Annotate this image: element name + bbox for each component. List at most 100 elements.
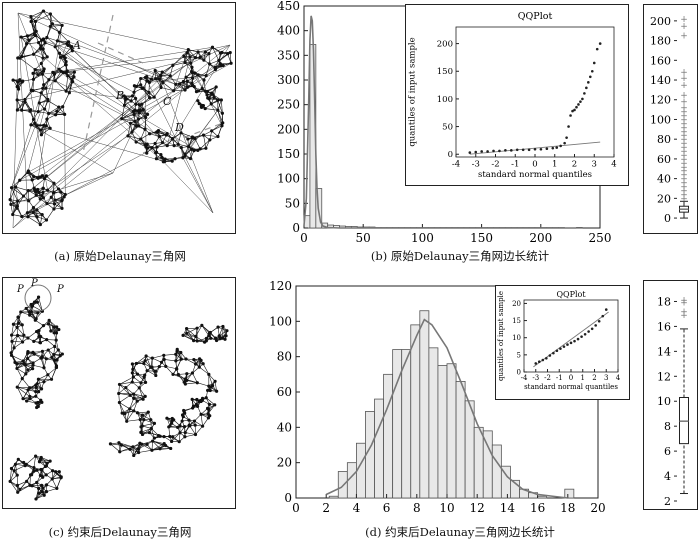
qq-point	[576, 337, 580, 341]
mesh-edge	[35, 319, 44, 326]
y-tick-label: 150	[277, 147, 300, 161]
mesh-edge	[152, 355, 164, 359]
mesh-edge	[27, 216, 41, 225]
mesh-node	[183, 435, 187, 439]
mesh-node	[159, 152, 163, 157]
mesh-edge	[177, 132, 182, 145]
mesh-node	[11, 322, 16, 326]
mesh-node	[34, 193, 38, 197]
mesh-node	[32, 466, 36, 470]
x-tick-label: 14	[500, 501, 516, 515]
mesh-node	[20, 323, 24, 327]
mesh-edge	[15, 186, 29, 191]
mesh-node	[226, 52, 230, 56]
box-outlier: +	[680, 159, 688, 169]
mesh-node	[41, 86, 45, 90]
mesh-edge	[119, 376, 134, 385]
mesh-node	[155, 130, 159, 134]
mesh-node	[56, 348, 60, 352]
box-outlier: +	[680, 155, 688, 165]
mesh-edge	[27, 331, 37, 339]
mesh-node	[35, 480, 39, 485]
mesh-node	[182, 409, 186, 413]
mesh-node	[201, 133, 206, 137]
mesh-node	[176, 142, 180, 146]
mesh-edge	[118, 393, 134, 395]
qq-point	[573, 108, 576, 112]
mesh-node	[17, 321, 21, 325]
mesh-node	[168, 434, 172, 439]
mesh-edge	[17, 378, 23, 388]
mesh-node	[52, 202, 57, 206]
mesh-edge	[44, 178, 55, 184]
mesh-node	[131, 367, 135, 371]
mesh-node	[194, 403, 198, 407]
mesh-node	[145, 369, 149, 373]
long-edge	[15, 186, 18, 202]
qq-y-axis-label: quantiles of input sample	[497, 291, 505, 381]
mesh-edge	[33, 456, 36, 468]
mesh-edge	[40, 48, 44, 59]
box-outlier: +	[680, 299, 688, 309]
mesh-node	[172, 144, 176, 148]
mesh-node	[169, 439, 174, 444]
mesh-node	[42, 107, 47, 111]
qq-x-tick-label: 3	[592, 160, 597, 170]
qq-point	[563, 141, 566, 145]
mesh-node	[16, 56, 20, 60]
mesh-node	[37, 460, 42, 464]
box-y-tick-label: 100	[650, 113, 671, 126]
mesh-node	[208, 330, 212, 335]
mesh-node	[147, 80, 152, 84]
mesh-node	[117, 441, 121, 445]
mesh-edge	[47, 100, 59, 108]
mesh-node	[160, 140, 165, 145]
mesh-edge	[50, 13, 53, 24]
mesh-node	[139, 381, 143, 385]
mesh-edge	[162, 82, 174, 91]
mesh-node	[108, 442, 113, 446]
mesh-node	[220, 124, 224, 128]
mesh-node	[15, 366, 19, 371]
y-tick-label: 100	[277, 172, 300, 186]
histogram-bar	[428, 347, 439, 499]
x-tick-label: 10	[439, 501, 454, 515]
mesh-node	[52, 181, 56, 185]
qq-point	[534, 362, 538, 365]
mesh-node	[41, 38, 46, 42]
mesh-edge	[33, 73, 43, 80]
mesh-node	[183, 377, 187, 381]
qq-y-tick-label: 150	[437, 67, 453, 77]
mesh-node	[42, 176, 47, 181]
mesh-node	[60, 199, 64, 203]
mesh-edge	[188, 138, 196, 147]
qq-point	[567, 125, 570, 128]
histogram-bar	[374, 398, 384, 499]
mesh-edge	[50, 13, 63, 26]
mesh-node	[137, 124, 141, 128]
mesh-edge	[143, 419, 155, 424]
mesh-edge	[31, 310, 43, 313]
qq-y-tick-label: 15	[512, 317, 521, 325]
mesh-node	[185, 79, 189, 83]
mesh-edge	[208, 53, 210, 65]
mesh-edge	[17, 485, 31, 493]
mesh-edge	[126, 408, 131, 422]
box-outlier: +	[680, 143, 688, 153]
mesh-node	[187, 418, 191, 422]
qq-point	[580, 335, 583, 338]
mesh-node	[9, 202, 13, 206]
mesh-edge	[163, 353, 176, 356]
long-edge	[46, 37, 125, 106]
mesh-edge	[162, 75, 171, 83]
mesh-node	[26, 368, 30, 372]
mesh-edge	[137, 411, 149, 414]
mesh-edge	[55, 72, 64, 81]
mesh-edge	[39, 92, 42, 104]
mesh-node	[194, 90, 199, 94]
mesh-node	[208, 62, 212, 66]
mesh-node	[35, 382, 39, 386]
mesh-node	[44, 464, 49, 468]
mesh-node	[217, 334, 221, 338]
